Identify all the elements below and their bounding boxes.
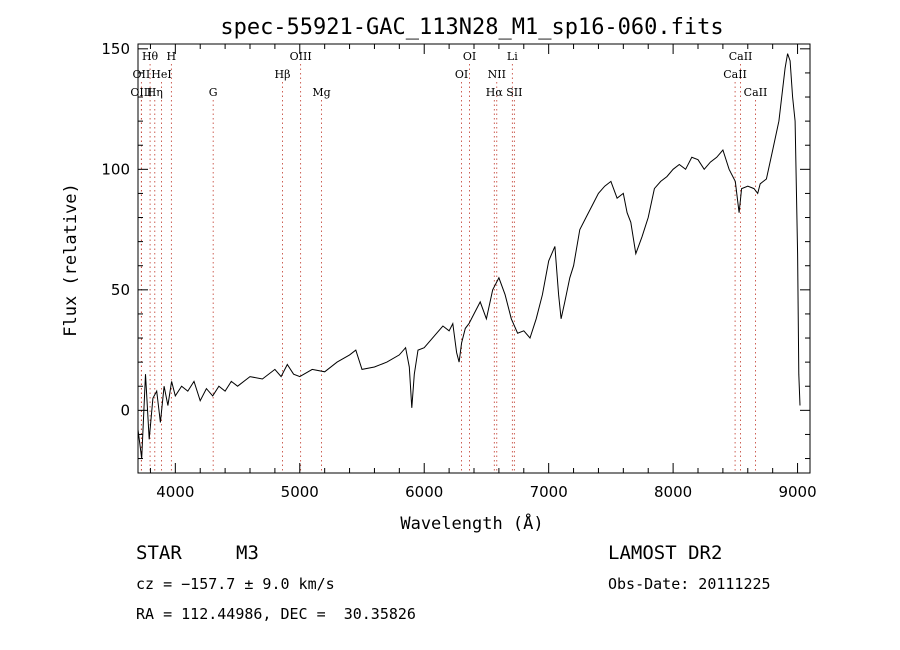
spectral-line-label: OII <box>133 68 151 81</box>
survey-label: LAMOST DR2 <box>608 542 723 564</box>
ticks: 4000 5000 6000 7000 8000 9000 0 50 100 150 <box>101 40 816 501</box>
spectral-line-label: CaII <box>729 50 753 63</box>
spectral-line-label: SII <box>506 86 522 99</box>
x-tick-label: 6000 <box>405 483 443 501</box>
spectral-line-label: Li <box>507 50 518 63</box>
x-tick-label: 4000 <box>156 483 194 501</box>
y-tick-label: 50 <box>111 281 130 299</box>
spectrum-line-0 <box>137 53 801 459</box>
spectral-line-label: OI <box>455 68 468 81</box>
spectral-line-label: CaII <box>723 68 747 81</box>
object-subclass: M3 <box>236 542 259 564</box>
x-tick-label: 9000 <box>778 483 816 501</box>
spectral-line-label: Hθ <box>142 50 159 63</box>
x-tick-label: 8000 <box>654 483 692 501</box>
x-axis-label: Wavelength (Å) <box>400 512 543 534</box>
obs-date: Obs-Date: 20111225 <box>608 575 771 593</box>
plot-frame <box>137 43 811 474</box>
spectral-line-label: NII <box>488 68 506 81</box>
spectral-line-label: OI <box>463 50 476 63</box>
y-tick-label: 150 <box>101 40 130 58</box>
spectral-line-label: HeI <box>151 68 171 81</box>
cz-value: cz = −157.7 ± 9.0 km/s <box>136 575 335 593</box>
object-type: STAR <box>136 542 182 564</box>
spectral-line-label: OIII <box>130 86 152 99</box>
spectral-line-label: CaII <box>744 86 768 99</box>
spectrum-series <box>137 53 801 459</box>
y-axis-label: Flux (relative) <box>61 183 81 337</box>
plot-border <box>137 43 811 474</box>
spectral-line-label: Hα <box>486 86 504 99</box>
chart-title: spec-55921-GAC_113N28_M1_sp16-060.fits <box>220 15 723 40</box>
x-tick-label: 7000 <box>530 483 568 501</box>
spectral-line-label: Mg <box>312 86 330 99</box>
spectral-line-label: Hη <box>147 86 163 99</box>
y-tick-label: 0 <box>120 401 130 419</box>
spectral-line-label: H <box>167 50 177 63</box>
x-tick-label: 5000 <box>281 483 319 501</box>
spectral-line-label: G <box>209 86 218 99</box>
spectral-line-label: OIII <box>290 50 312 63</box>
coordinates: RA = 112.44986, DEC = 30.35826 <box>136 605 416 623</box>
y-tick-label: 100 <box>101 160 130 178</box>
spectral-line-label: Hβ <box>275 68 291 81</box>
